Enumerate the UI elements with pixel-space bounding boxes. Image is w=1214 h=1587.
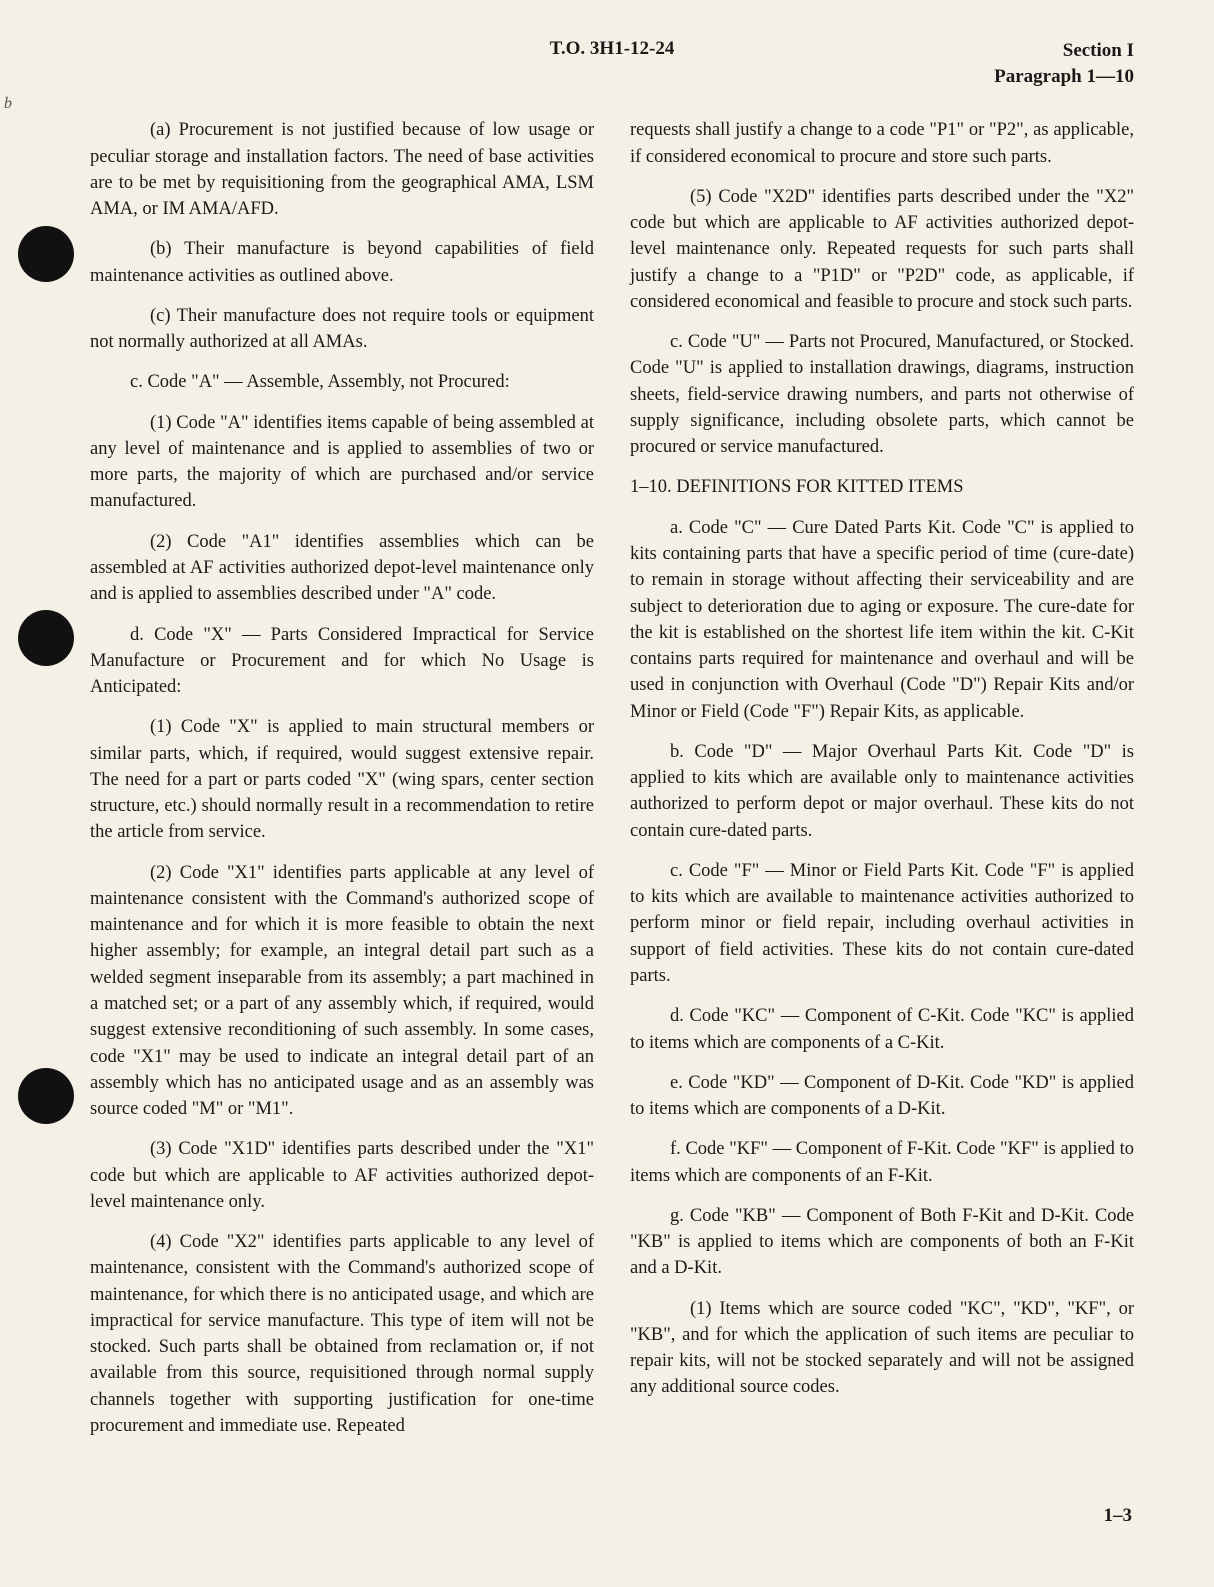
body-paragraph: b. Code "D" — Major Overhaul Parts Kit. … [630,739,1134,844]
document-page: T.O. 3H1-12-24 Section I Paragraph 1—10 … [0,0,1214,1587]
body-paragraph: requests shall justify a change to a cod… [630,117,1134,170]
header-right: Section I Paragraph 1—10 [786,38,1134,89]
page-number: 1–3 [1104,1505,1133,1527]
body-paragraph: (b) Their manufacture is beyond capabili… [90,236,594,289]
body-paragraph: (2) Code "A1" identifies assemblies whic… [90,529,594,608]
page-header: T.O. 3H1-12-24 Section I Paragraph 1—10 [90,38,1134,89]
paragraph-label: Paragraph 1—10 [786,64,1134,90]
body-paragraph: g. Code "KB" — Component of Both F-Kit a… [630,1203,1134,1282]
body-paragraph: (1) Code "X" is applied to main structur… [90,714,594,845]
right-column: requests shall justify a change to a cod… [630,117,1134,1453]
section-label: Section I [786,38,1134,64]
body-paragraph: c. Code "F" — Minor or Field Parts Kit. … [630,858,1134,989]
body-paragraph: (5) Code "X2D" identifies parts describe… [630,184,1134,315]
body-paragraph: (4) Code "X2" identifies parts applicabl… [90,1229,594,1439]
two-column-body: (a) Procurement is not justified because… [90,117,1134,1453]
body-paragraph: d. Code "KC" — Component of C-Kit. Code … [630,1003,1134,1056]
to-number: T.O. 3H1-12-24 [438,38,786,89]
body-paragraph: (c) Their manufacture does not require t… [90,303,594,356]
body-paragraph: (2) Code "X1" identifies parts applicabl… [90,860,594,1123]
body-paragraph: d. Code "X" — Parts Considered Impractic… [90,622,594,701]
body-paragraph: (3) Code "X1D" identifies parts describe… [90,1136,594,1215]
section-heading: 1–10. DEFINITIONS FOR KITTED ITEMS [630,474,1134,500]
header-left-spacer [90,38,438,89]
body-paragraph: a. Code "C" — Cure Dated Parts Kit. Code… [630,515,1134,725]
left-column: (a) Procurement is not justified because… [90,117,594,1453]
body-paragraph: (a) Procurement is not justified because… [90,117,594,222]
body-paragraph: (1) Items which are source coded "KC", "… [630,1296,1134,1401]
body-paragraph: e. Code "KD" — Component of D-Kit. Code … [630,1070,1134,1123]
body-paragraph: (1) Code "A" identifies items capable of… [90,410,594,515]
body-paragraph: c. Code "U" — Parts not Procured, Manufa… [630,329,1134,460]
body-paragraph: c. Code "A" — Assemble, Assembly, not Pr… [90,369,594,395]
body-paragraph: f. Code "KF" — Component of F-Kit. Code … [630,1136,1134,1189]
